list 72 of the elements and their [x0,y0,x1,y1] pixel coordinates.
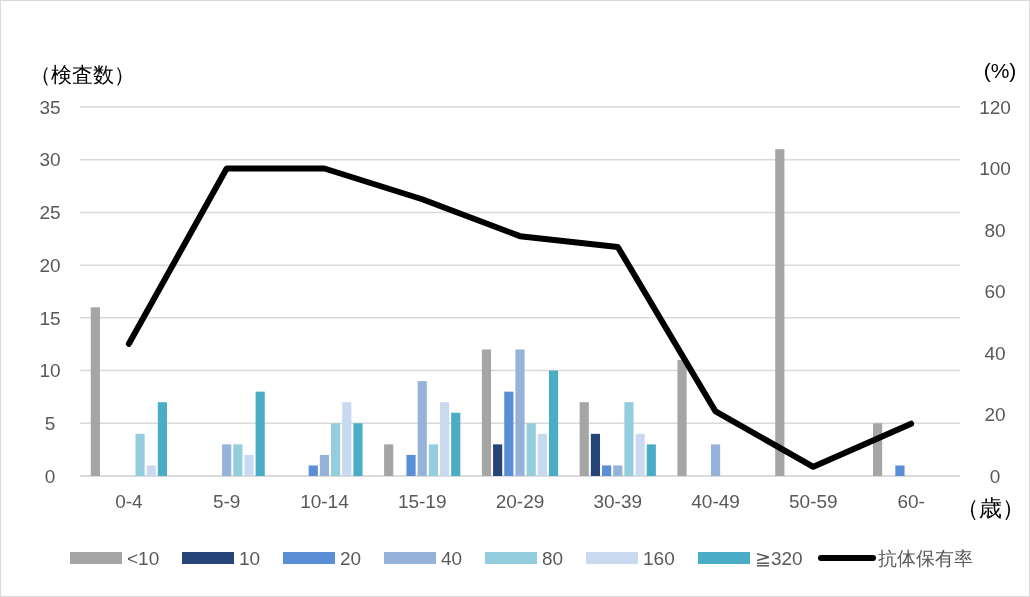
y-tick-label: 5 [44,412,56,434]
bar [157,402,167,476]
y2-tick-label: 0 [989,465,1001,487]
bar [515,349,525,476]
legend-label: 抗体保有率 [878,548,973,569]
legend-label: 40 [441,548,463,569]
x-tick-label: 0-4 [115,491,144,512]
y2-tick-label: 20 [984,404,1006,426]
x-tick-label: 20-29 [495,491,545,512]
bar [775,149,785,476]
y2-tick-label: 120 [979,96,1011,118]
bar [895,465,905,476]
bar [90,307,100,476]
bar [255,391,265,476]
x-tick-label: 15-19 [397,491,447,512]
legend-label: 10 [239,548,261,569]
bar [537,433,547,476]
bar [353,423,363,476]
bar [526,423,536,476]
legend-label: 80 [542,548,564,569]
x-tick-label: 30-39 [593,491,643,512]
y-tick-label: 35 [39,96,61,118]
bar [384,444,394,476]
x-axis-title: （歳） [956,495,1025,521]
bar [481,349,492,476]
bar [710,444,721,476]
x-tick-label: 5-9 [212,491,241,512]
bar [146,465,156,476]
bar [222,444,232,476]
y-tick-label: 10 [39,360,61,382]
y-tick-label: 0 [44,465,56,487]
x-tick-label: 10-14 [300,491,350,512]
bar [308,465,318,476]
bar [504,391,514,476]
bar [319,454,330,476]
bar [579,402,589,476]
bar [677,360,687,476]
x-tick-label: 60- [897,491,925,512]
y2-tick-label: 100 [979,158,1011,180]
bar [417,381,427,476]
y-tick-label: 25 [39,202,61,224]
x-tick-label: 40-49 [691,491,740,512]
y2-axis-title: (%) [983,59,1017,82]
bar [342,402,352,476]
bar [439,402,450,476]
y2-tick-label: 80 [984,219,1006,241]
bar [451,412,461,476]
y2-tick-label: 60 [984,281,1006,303]
bar [233,444,243,476]
y2-tick-label: 40 [984,342,1006,364]
legend-label: ≧320 [755,548,803,569]
bar [331,423,341,476]
bar [624,402,634,476]
y-tick-label: 20 [39,254,61,276]
bar [244,454,254,476]
bar [135,433,145,476]
legend-label: 160 [643,548,675,569]
bar [602,465,612,476]
legend-label: 20 [340,548,362,569]
bar [548,370,559,476]
y-tick-label: 30 [39,149,61,171]
y-axis-title: （検査数） [30,63,135,86]
bar [613,465,623,476]
bar [406,454,416,476]
bar [428,444,438,476]
bar [590,433,601,476]
x-tick-label: 50-59 [789,491,838,512]
bar [646,444,656,476]
legend-label: <10 [127,548,160,569]
bar [493,444,503,476]
bar [635,433,645,476]
y-tick-label: 15 [39,307,61,329]
